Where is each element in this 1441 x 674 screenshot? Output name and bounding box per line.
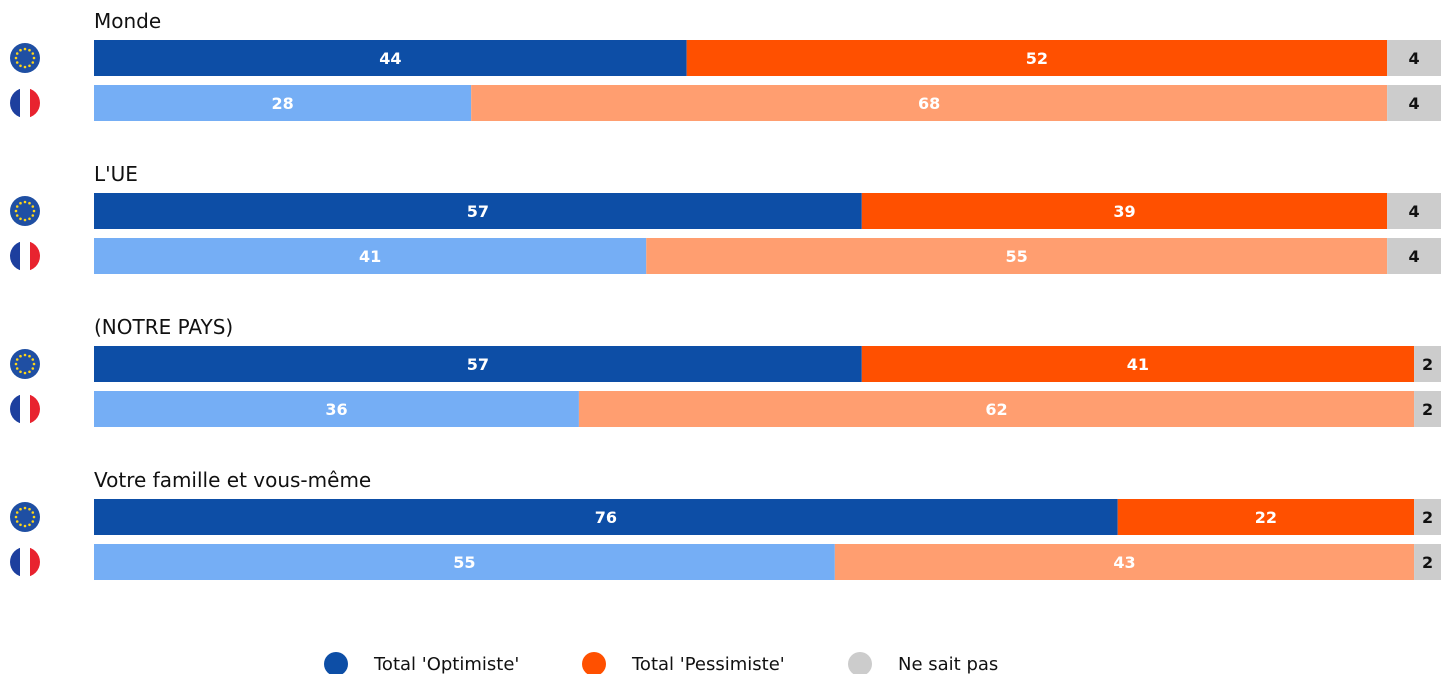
bar-segment-pessimiste (861, 346, 1415, 382)
legend: Total 'Optimiste' Total 'Pessimiste' Ne sa… (324, 652, 998, 674)
bar-segment-nsp (1387, 85, 1441, 121)
legend-label: Total 'Pessimiste' (631, 654, 785, 674)
eu-flag-icon (10, 502, 40, 532)
legend-label: Ne sait pas (898, 654, 998, 674)
bar-segment-pessimiste (578, 391, 1415, 427)
bar-segment-nsp (1387, 40, 1441, 76)
data-label-nsp: 4 (1408, 202, 1419, 221)
legend-item-pessimiste: Total 'Pessimiste' (582, 652, 785, 674)
bar-segment-optimiste (94, 85, 472, 121)
data-label-nsp: 4 (1408, 247, 1419, 266)
group-title: Votre famille et vous-même (94, 468, 371, 492)
data-label-nsp: 2 (1422, 508, 1433, 527)
group-title: Monde (94, 9, 161, 33)
bar-segment-pessimiste (861, 193, 1388, 229)
data-label-pessimiste: 41 (1127, 355, 1149, 374)
bar-segment-pessimiste (646, 238, 1388, 274)
data-label-optimiste: 36 (325, 400, 347, 419)
bar-segment-nsp (1414, 499, 1441, 535)
group-title: (NOTRE PAYS) (94, 315, 233, 339)
eu-flag-icon (10, 196, 40, 226)
data-label-pessimiste: 62 (985, 400, 1007, 419)
bar-segment-optimiste (94, 544, 835, 580)
group-title: L'UE (94, 162, 138, 186)
data-label-optimiste: 44 (379, 49, 401, 68)
france-flag-icon (10, 241, 40, 271)
data-label-pessimiste: 43 (1113, 553, 1135, 572)
data-label-nsp: 4 (1408, 94, 1419, 113)
eu-flag-icon (10, 43, 40, 73)
data-label-nsp: 4 (1408, 49, 1419, 68)
france-flag-icon (10, 394, 40, 424)
data-label-optimiste: 76 (595, 508, 617, 527)
bar-segment-optimiste (94, 499, 1118, 535)
bar-segment-nsp (1414, 391, 1441, 427)
bar-row-eu: 57 39 4 (10, 193, 1441, 229)
bar-group: Monde 44 52 4 28 68 4 (10, 9, 1441, 121)
france-flag-icon (10, 547, 40, 577)
bar-group: (NOTRE PAYS) 57 41 2 36 62 2 (10, 315, 1441, 427)
data-label-optimiste: 41 (359, 247, 381, 266)
bar-row-fr: 55 43 2 (10, 544, 1441, 580)
bar-segment-nsp (1387, 193, 1441, 229)
bar-segment-pessimiste (686, 40, 1388, 76)
legend-item-optimiste: Total 'Optimiste' (324, 652, 519, 674)
data-label-optimiste: 57 (467, 202, 489, 221)
data-label-optimiste: 28 (271, 94, 293, 113)
data-label-pessimiste: 55 (1006, 247, 1028, 266)
data-label-pessimiste: 39 (1113, 202, 1135, 221)
bar-segment-optimiste (94, 238, 647, 274)
data-label-pessimiste: 22 (1255, 508, 1277, 527)
bar-segment-nsp (1414, 544, 1441, 580)
bar-segment-pessimiste (1117, 499, 1415, 535)
legend-swatch (582, 652, 606, 674)
bar-row-eu: 44 52 4 (10, 40, 1441, 76)
legend-swatch (848, 652, 872, 674)
data-label-optimiste: 55 (453, 553, 475, 572)
bar-row-fr: 41 55 4 (10, 238, 1441, 274)
bar-segment-optimiste (94, 391, 579, 427)
bar-group: L'UE 57 39 4 41 55 4 (10, 162, 1441, 274)
data-label-nsp: 2 (1422, 400, 1433, 419)
bar-row-eu: 57 41 2 (10, 346, 1441, 382)
legend-item-nsp: Ne sait pas (848, 652, 998, 674)
bar-segment-pessimiste (834, 544, 1415, 580)
bar-segment-nsp (1414, 346, 1441, 382)
data-label-nsp: 2 (1422, 553, 1433, 572)
bar-segment-optimiste (94, 193, 862, 229)
france-flag-icon (10, 88, 40, 118)
bar-row-fr: 28 68 4 (10, 85, 1441, 121)
bar-row-fr: 36 62 2 (10, 391, 1441, 427)
data-label-nsp: 2 (1422, 355, 1433, 374)
bar-segment-nsp (1387, 238, 1441, 274)
bar-segment-optimiste (94, 40, 687, 76)
data-label-pessimiste: 68 (918, 94, 940, 113)
legend-label: Total 'Optimiste' (373, 654, 519, 674)
data-label-pessimiste: 52 (1026, 49, 1048, 68)
data-label-optimiste: 57 (467, 355, 489, 374)
bar-segment-optimiste (94, 346, 862, 382)
bar-row-eu: 76 22 2 (10, 499, 1441, 535)
bar-segment-pessimiste (471, 85, 1388, 121)
legend-swatch (324, 652, 348, 674)
eu-flag-icon (10, 349, 40, 379)
